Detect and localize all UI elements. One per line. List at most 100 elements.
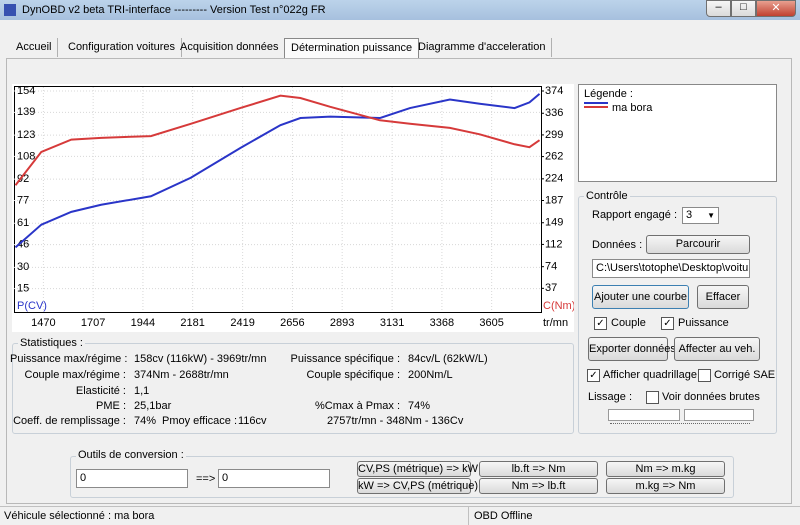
y-tick-label: 139 — [17, 106, 35, 118]
y2-tick-label: 74 — [545, 261, 557, 273]
slider[interactable] — [608, 409, 680, 421]
slider[interactable] — [684, 409, 754, 421]
stat-value: 116cv — [238, 415, 267, 427]
status-vehicle: Véhicule sélectionné : ma bora — [4, 510, 155, 522]
gear-select[interactable]: 3 ▼ — [682, 207, 719, 224]
browse-button[interactable]: Parcourir — [646, 235, 750, 254]
checkbox-label: Afficher quadrillage — [603, 369, 697, 381]
checkbox-label: Voir données brutes — [662, 391, 760, 403]
stat-value: 158cv (116kW) - 3969tr/mn — [134, 353, 267, 365]
stat-value: 74% — [408, 400, 431, 412]
x-tick-label: 3368 — [430, 317, 454, 329]
x-tick-label: 1707 — [81, 317, 105, 329]
y2-tick-label: 187 — [545, 194, 563, 206]
convert-button[interactable]: CV,PS (métrique) => kW — [357, 461, 479, 477]
y2-tick-label: 149 — [545, 217, 563, 229]
y-tick-label: 108 — [17, 150, 35, 162]
y-tick-label: 92 — [17, 173, 29, 185]
export-button[interactable]: Exporter données — [588, 337, 676, 361]
convert-button[interactable]: Nm => m.kg — [606, 461, 725, 477]
conversion-group — [70, 456, 734, 498]
title-bar — [0, 0, 800, 20]
window-title: DynOBD v2 beta TRI-interface --------- V… — [22, 4, 326, 16]
status-divider — [468, 507, 469, 525]
stat-value: 1,1 — [134, 385, 150, 397]
slider-ticks — [610, 423, 750, 424]
convert-button[interactable]: kW => CV,PS (métrique) — [357, 478, 479, 494]
y2-tick-label: 336 — [545, 107, 563, 119]
x-tick-label: 2181 — [180, 317, 204, 329]
checkbox[interactable] — [646, 391, 659, 404]
arrow: ==> — [196, 473, 216, 485]
x-tick-label: 3605 — [479, 317, 503, 329]
legend: Légende : ma bora — [578, 84, 777, 182]
x-tick-label: 3131 — [380, 317, 404, 329]
plot-frame — [14, 86, 542, 313]
x-tick-label: 1944 — [131, 317, 155, 329]
assign-button[interactable]: Affecter au veh. — [674, 337, 760, 361]
tab[interactable]: Acquisition données — [174, 38, 286, 57]
x-tick-label: 2419 — [230, 317, 254, 329]
checkbox[interactable]: ✓ — [587, 369, 600, 382]
checkbox-label: Corrigé SAE — [714, 369, 776, 381]
stat-value: 25,1bar — [134, 400, 172, 412]
stat-label: Coeff. de remplissage : — [13, 415, 126, 427]
x-tick-label: 1470 — [31, 317, 55, 329]
checkbox[interactable] — [698, 369, 711, 382]
y2-tick-label: 299 — [545, 129, 563, 141]
stat-value: 84cv/L (62kW/L) — [408, 353, 488, 365]
tab[interactable]: Diagramme d'acceleration — [412, 38, 553, 57]
maximize[interactable]: □ — [731, 0, 756, 17]
y-tick-label: 30 — [17, 261, 29, 273]
y-tick-label: 154 — [17, 85, 35, 97]
stat-label: Couple spécifique : — [306, 369, 400, 381]
stat-note: 2757tr/mn - 348Nm - 136Cv — [327, 415, 464, 427]
tab-page — [6, 58, 792, 504]
input[interactable]: 0 — [76, 469, 188, 488]
close[interactable]: ✕ — [756, 0, 796, 17]
y2-tick-label: 262 — [545, 150, 563, 162]
y2-tick-label: 112 — [545, 238, 563, 250]
group-title: Outils de conversion : — [76, 449, 186, 461]
y-axis-label: P(CV) — [17, 300, 47, 312]
label: Lissage : — [588, 391, 633, 403]
stat-value: 74% — [134, 415, 157, 427]
select-value: 3 — [686, 209, 693, 221]
y-tick-label: 46 — [17, 238, 29, 250]
stat-value: 200Nm/L — [408, 369, 453, 381]
convert-button[interactable]: m.kg => Nm — [606, 478, 725, 494]
stats-group — [12, 343, 574, 434]
group-title: Contrôle — [584, 190, 630, 202]
y2-axis-label: C(Nm) — [543, 300, 574, 312]
label: Données : — [592, 239, 643, 251]
clear-button[interactable]: Effacer — [697, 285, 749, 309]
y-tick-label: 15 — [17, 283, 29, 295]
x-tick-label: 2656 — [280, 317, 304, 329]
output[interactable]: 0 — [218, 469, 330, 488]
y-tick-label: 61 — [17, 217, 29, 229]
status-bar — [0, 506, 800, 525]
x-axis-label: tr/mn — [543, 317, 568, 329]
tab[interactable]: Accueil — [10, 38, 59, 57]
y-tick-label: 123 — [17, 129, 35, 141]
checkbox[interactable]: ✓ — [594, 317, 607, 330]
legend-box — [578, 84, 777, 182]
convert-button[interactable]: Nm => lb.ft — [479, 478, 598, 494]
chart: 15 30 46 61 77 92 108 123 139 154 37 74 112 149 187 224… — [12, 84, 574, 332]
checkbox-label: Couple — [611, 317, 646, 329]
add-curve-button[interactable]: Ajouter une courbe — [592, 285, 689, 309]
label: Rapport engagé : — [592, 209, 678, 221]
path-input[interactable]: C:\Users\totophe\Desktop\voiture — [592, 259, 750, 278]
stat-label: Puissance max/régime : — [10, 353, 128, 365]
tab[interactable]: Configuration voitures — [62, 38, 183, 57]
stat-label: PME : — [96, 400, 126, 412]
convert-button[interactable]: lb.ft => Nm — [479, 461, 598, 477]
stat-label: Elasticité : — [75, 385, 126, 397]
checkbox[interactable]: ✓ — [661, 317, 674, 330]
tab[interactable]: Détermination puissance — [284, 38, 420, 59]
y2-tick-label: 374 — [545, 85, 563, 97]
series-line — [14, 93, 541, 249]
legend-label: ma bora — [612, 102, 653, 114]
minimize[interactable]: – — [706, 0, 731, 17]
